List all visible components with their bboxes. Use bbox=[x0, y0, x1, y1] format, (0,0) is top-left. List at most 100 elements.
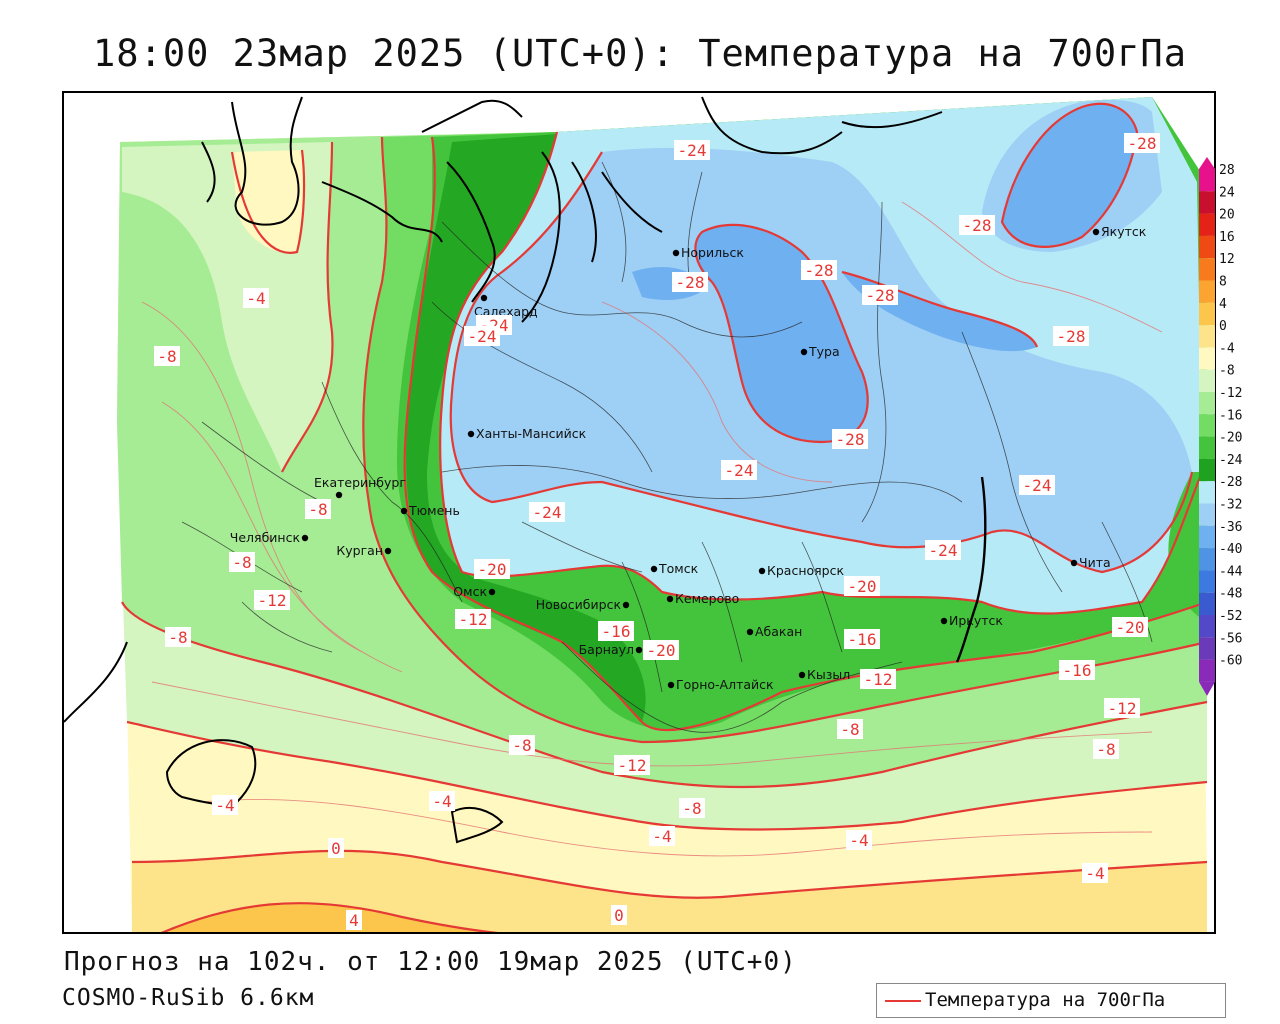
svg-text:0: 0 bbox=[614, 906, 624, 925]
svg-text:-24: -24 bbox=[533, 503, 562, 522]
city-label: Новосибирск bbox=[536, 597, 622, 612]
isotherm-label: -8 bbox=[837, 719, 863, 739]
isotherm-label: 0 bbox=[328, 838, 344, 858]
zone-0-to-4 bbox=[132, 850, 1207, 932]
isotherm-label: -16 bbox=[844, 629, 880, 649]
city-label: Тюмень bbox=[408, 503, 460, 518]
svg-text:0: 0 bbox=[331, 839, 341, 858]
isotherm-label: -12 bbox=[614, 755, 650, 775]
colorbar-cell bbox=[1199, 592, 1215, 615]
colorbar-tick-label: 24 bbox=[1219, 185, 1235, 200]
isotherm-label: -4 bbox=[243, 288, 269, 308]
isotherm-label: -24 bbox=[925, 540, 961, 560]
svg-text:-12: -12 bbox=[864, 670, 893, 689]
colorbar-tick-label: -36 bbox=[1219, 520, 1242, 535]
colorbar-tick-label: -8 bbox=[1219, 364, 1235, 379]
zone-nw-warmest bbox=[232, 150, 305, 253]
svg-text:-28: -28 bbox=[836, 430, 865, 449]
isotherm-label: -8 bbox=[509, 735, 535, 755]
city-dot bbox=[798, 671, 806, 679]
zone-core-tura bbox=[695, 224, 868, 442]
svg-text:-24: -24 bbox=[1023, 476, 1052, 495]
colorbar-cell bbox=[1199, 302, 1215, 326]
svg-text:-4: -4 bbox=[215, 796, 234, 815]
city-dot bbox=[1070, 559, 1078, 567]
colorbar-labels: 28 24 20 16 12 8 4 0 -4 -8 -12 -16 -20 -24 -28 -32 -36 -4… bbox=[1219, 163, 1243, 669]
colorbar-tick-label: -28 bbox=[1219, 475, 1242, 490]
isotherm-label: -24 bbox=[529, 502, 565, 522]
isotherm-label: -24 bbox=[464, 326, 500, 346]
city-label: Тура bbox=[808, 344, 840, 359]
colorbar-cell bbox=[1199, 481, 1215, 504]
city-label: Иркутск bbox=[949, 613, 1003, 628]
colorbar-tick-label: -56 bbox=[1219, 631, 1242, 646]
svg-text:-8: -8 bbox=[232, 553, 251, 572]
city-dot bbox=[467, 430, 475, 438]
isotherm-label: -8 bbox=[679, 798, 705, 818]
colorbar-bottom-arrow bbox=[1199, 681, 1215, 696]
city-label: Красноярск bbox=[767, 563, 844, 578]
forecast-info: Прогноз на 102ч. от 12:00 19мар 2025 (UT… bbox=[64, 947, 797, 977]
colorbar-cell bbox=[1199, 169, 1215, 192]
isotherm-label: -20 bbox=[474, 559, 510, 579]
svg-text:-16: -16 bbox=[1063, 661, 1092, 680]
svg-text:-20: -20 bbox=[647, 641, 676, 660]
isotherm-label: -8 bbox=[1093, 739, 1119, 759]
isotherm-label: -20 bbox=[643, 640, 679, 660]
city-label: Омск bbox=[453, 584, 487, 599]
city-label: Екатеринбург bbox=[314, 475, 406, 490]
svg-text:-24: -24 bbox=[929, 541, 958, 560]
isotherm-label: -24 bbox=[721, 460, 757, 480]
colorbar-cell bbox=[1199, 414, 1215, 437]
svg-text:-28: -28 bbox=[805, 261, 834, 280]
city-dot bbox=[1092, 228, 1100, 236]
city-dot bbox=[650, 565, 658, 573]
model-info: COSMO-RuSib 6.6км bbox=[62, 985, 315, 1011]
map-title: 18:00 23мар 2025 (UTC+0): Температура на… bbox=[93, 32, 1187, 75]
colorbar-tick-label: -20 bbox=[1219, 431, 1242, 446]
line-legend: Температура на 700гПа bbox=[876, 983, 1226, 1018]
colorbar-cell bbox=[1199, 436, 1215, 459]
city-dot bbox=[667, 681, 675, 689]
city-dot bbox=[800, 348, 808, 356]
city-label: Чита bbox=[1079, 555, 1111, 570]
city-label: Кызыл bbox=[807, 667, 850, 682]
svg-text:-12: -12 bbox=[258, 591, 287, 610]
coastline bbox=[64, 96, 987, 844]
isotherm-label: -16 bbox=[1059, 660, 1095, 680]
svg-text:-8: -8 bbox=[1096, 740, 1115, 759]
isotherm-label: 4 bbox=[346, 910, 362, 930]
zone-4-plus bbox=[163, 903, 489, 932]
city-dot bbox=[400, 507, 408, 515]
isotherm-label: -12 bbox=[455, 609, 491, 629]
city-dot bbox=[746, 628, 754, 636]
isotherm-label: -4 bbox=[846, 830, 872, 850]
svg-text:-4: -4 bbox=[849, 831, 868, 850]
zone-core-yakutsk bbox=[1002, 103, 1137, 247]
svg-text:-8: -8 bbox=[157, 347, 176, 366]
zone-east-green bbox=[1168, 472, 1207, 622]
colorbar-cell bbox=[1199, 325, 1215, 348]
city-label: Горно-Алтайск bbox=[676, 677, 774, 692]
isotherm-label: -8 bbox=[154, 346, 180, 366]
colorbar-tick-label: 4 bbox=[1219, 297, 1227, 312]
isotherm-lines bbox=[121, 102, 1208, 932]
city-markers: НорильскЯкутскСалехардТураХанты-Мансийск… bbox=[230, 224, 1147, 692]
legend-line-label: Температура на 700гПа bbox=[925, 989, 1166, 1011]
isotherm-label: -24 bbox=[674, 140, 710, 160]
colorbar-cell bbox=[1199, 659, 1215, 682]
city-dot bbox=[384, 547, 392, 555]
temperature-map: НорильскЯкутскСалехардТураХанты-Мансийск… bbox=[64, 96, 1208, 932]
colorbar-cell bbox=[1199, 570, 1215, 593]
colorbar-cell bbox=[1199, 280, 1215, 303]
isotherm-label: -8 bbox=[305, 499, 331, 519]
city-label: Кемерово bbox=[675, 591, 739, 606]
svg-text:-28: -28 bbox=[866, 286, 895, 305]
colorbar-cell bbox=[1199, 615, 1215, 638]
isotherm-label: -20 bbox=[1112, 617, 1148, 637]
colorbar-cell bbox=[1199, 548, 1215, 571]
city-dot bbox=[335, 491, 343, 499]
isotherm-label: -20 bbox=[844, 576, 880, 596]
svg-text:-24: -24 bbox=[725, 461, 754, 480]
map-frame: Норильск Якутск Салехард Тура Ханты-Мансийск… bbox=[62, 91, 1216, 934]
